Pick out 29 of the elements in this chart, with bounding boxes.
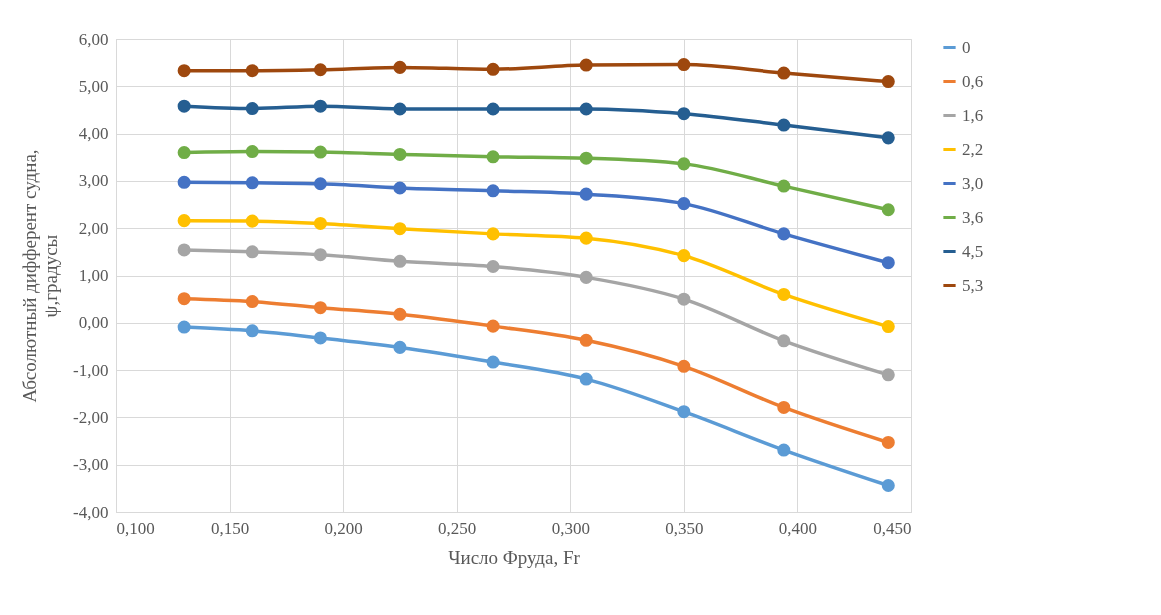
x-tick-label: 0,250	[438, 518, 477, 538]
y-axis-title: Абсолютный дифферент судна, ψ,градусы	[19, 149, 62, 403]
y-tick-label: 6,00	[78, 29, 109, 49]
x-tick-label: 0,350	[665, 518, 704, 538]
y-tick-label: 0,00	[78, 313, 109, 333]
y-tick-label: 1,00	[78, 266, 109, 285]
legend-label: 2,2	[962, 139, 984, 159]
legend-label: 0	[962, 37, 971, 57]
x-tick-label: 0,100	[116, 518, 155, 538]
x-axis-title: Число Фруда, Fr	[448, 546, 581, 568]
x-tick-label: 0,200	[324, 518, 363, 538]
y-tick-label: 2,00	[78, 218, 109, 238]
y-tick-label: 3,00	[78, 171, 109, 191]
x-tick-label: 0,150	[210, 518, 250, 538]
legend-label: 4,5	[962, 241, 984, 261]
legend-label: 3,0	[962, 173, 984, 193]
legend-label: 5,3	[962, 275, 984, 295]
legend-label: 1,6	[962, 105, 984, 125]
y-tick-label: -3,00	[73, 455, 109, 475]
y-tick-label: -2,00	[73, 407, 109, 427]
y-tick-label: 4,00	[78, 124, 109, 144]
y-tick-label: -4,00	[73, 502, 109, 522]
x-tick-label: 0,300	[551, 518, 590, 538]
x-tick-label: 0,400	[778, 518, 818, 538]
y-tick-label: -1,00	[73, 360, 109, 380]
legend-label: 0,6	[962, 71, 984, 91]
legend-label: 3,6	[962, 207, 984, 227]
y-tick-label: 5,00	[78, 76, 109, 96]
x-tick-label: 0,450	[873, 518, 912, 538]
